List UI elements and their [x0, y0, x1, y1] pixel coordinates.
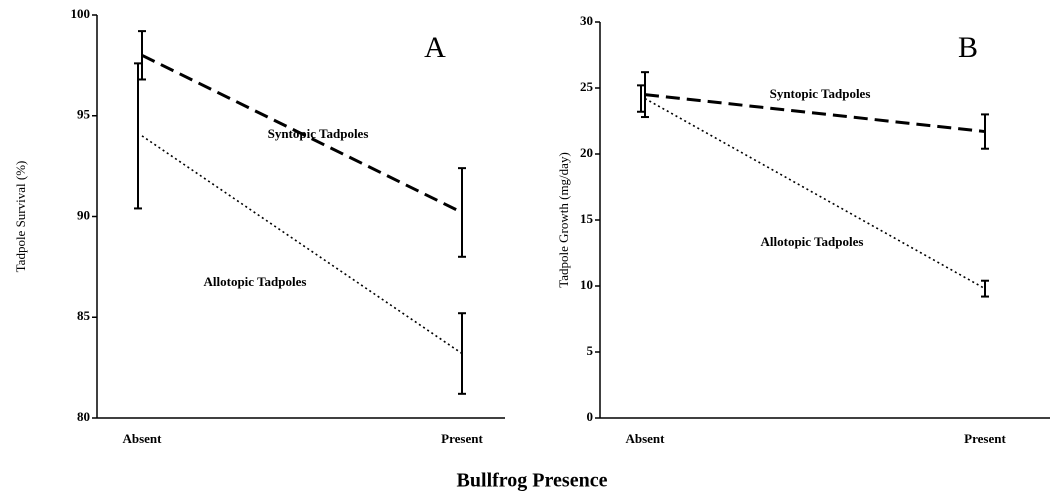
y-tick-label: 30 [580, 13, 593, 28]
y-tick-label: 95 [77, 107, 91, 122]
series-annotation: Allotopic Tadpoles [204, 274, 307, 289]
y-axis-label: Tadpole Growth (mg/day) [556, 152, 571, 288]
series-line [644, 97, 986, 290]
y-tick-label: 100 [71, 6, 91, 21]
x-tick-label: Absent [122, 431, 162, 446]
series-annotation: Syntopic Tadpoles [770, 86, 871, 101]
error-bar [138, 30, 146, 81]
error-bar [134, 62, 142, 210]
series-line [644, 93, 986, 134]
y-axis-label: Tadpole Survival (%) [13, 161, 28, 273]
y-tick-label: 85 [77, 308, 91, 323]
error-bar [981, 113, 989, 150]
error-bar [641, 71, 649, 119]
y-tick-label: 5 [587, 343, 594, 358]
x-tick-label: Present [441, 431, 483, 446]
y-tick-label: 10 [580, 277, 593, 292]
error-bar [458, 167, 466, 258]
series-annotation: Syntopic Tadpoles [268, 126, 369, 141]
x-tick-label: Absent [625, 431, 665, 446]
x-tick-label: Present [964, 431, 1006, 446]
panel-label: B [958, 31, 978, 64]
y-tick-label: 0 [587, 409, 594, 424]
error-bar [981, 279, 989, 298]
series-annotation: Allotopic Tadpoles [761, 234, 864, 249]
panel-label: A [424, 31, 446, 64]
series-line [141, 135, 463, 355]
y-tick-label: 80 [77, 409, 90, 424]
y-tick-label: 20 [580, 145, 593, 160]
error-bar [637, 84, 645, 113]
error-bar [458, 312, 466, 395]
series-line [141, 53, 463, 214]
figure-x-label: Bullfrog Presence [457, 470, 608, 492]
y-tick-label: 15 [580, 211, 594, 226]
y-tick-label: 90 [77, 207, 90, 222]
y-tick-label: 25 [580, 79, 594, 94]
